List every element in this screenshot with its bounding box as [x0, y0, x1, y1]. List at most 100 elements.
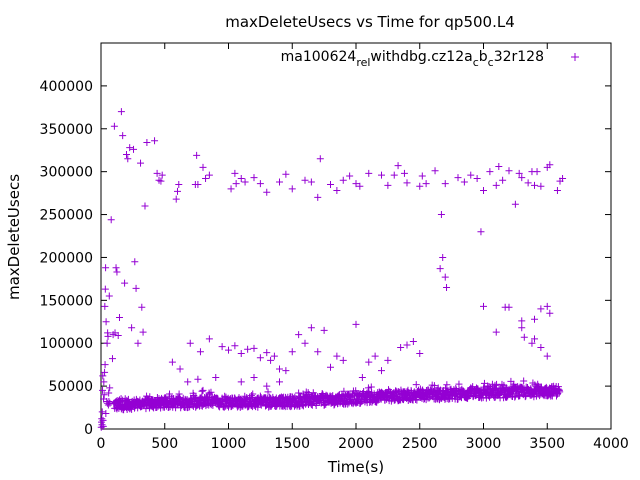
data-point	[264, 388, 272, 396]
data-point	[256, 354, 264, 362]
data-point	[138, 303, 146, 311]
data-point	[553, 187, 561, 195]
data-point	[131, 258, 139, 266]
data-point	[126, 144, 134, 152]
data-point	[505, 303, 513, 311]
data-point	[518, 174, 526, 182]
y-tick-label: 50000	[48, 379, 93, 395]
data-point	[98, 415, 106, 423]
x-tick-label: 2500	[402, 436, 438, 452]
data-point	[312, 402, 320, 410]
data-point	[403, 179, 411, 187]
legend-label-part: withdbg.cz12a	[370, 49, 472, 65]
data-point	[267, 356, 275, 364]
legend-label-part: b	[479, 49, 488, 65]
y-tick-label: 150000	[40, 293, 93, 309]
axes: 0 500 1000 1500 2000 2500 3000 3500 4000 0 50000 10…	[40, 42, 629, 452]
data-point	[143, 139, 151, 147]
data-point	[546, 161, 554, 169]
x-tick-label: 0	[97, 436, 106, 452]
data-point	[365, 358, 373, 366]
data-point	[105, 398, 113, 406]
data-point	[320, 326, 328, 334]
data-point	[151, 137, 159, 145]
data-point	[356, 182, 364, 190]
data-point	[314, 193, 322, 201]
data-point	[218, 343, 226, 351]
data-point	[295, 331, 303, 339]
data-point	[99, 386, 107, 394]
data-points	[97, 108, 567, 431]
data-point	[232, 180, 240, 188]
chart-title: maxDeleteUsecs vs Time for qp500.L4	[225, 13, 515, 31]
data-point	[422, 180, 430, 188]
data-point	[110, 122, 118, 130]
data-point	[263, 382, 271, 390]
data-point	[460, 178, 468, 186]
data-point	[108, 355, 116, 363]
data-point	[176, 365, 184, 373]
data-point	[106, 384, 114, 392]
data-point	[168, 358, 176, 366]
data-point	[352, 320, 360, 328]
legend-label-part: 32r128	[494, 49, 544, 65]
data-point	[99, 422, 107, 430]
x-tick-label: 3000	[466, 436, 502, 452]
data-point	[102, 318, 110, 326]
x-tick-label: 2000	[338, 436, 374, 452]
data-point	[378, 171, 385, 179]
data-point	[141, 202, 149, 210]
data-point	[397, 344, 405, 352]
data-point	[486, 168, 494, 176]
data-point	[112, 264, 120, 272]
data-point	[101, 368, 109, 376]
data-point	[327, 363, 334, 371]
data-point	[543, 302, 551, 310]
data-point	[409, 338, 417, 346]
x-tick-label: 4000	[593, 436, 629, 452]
data-point	[205, 335, 213, 343]
data-point	[439, 253, 447, 261]
data-point	[537, 305, 545, 313]
data-point	[282, 170, 290, 178]
data-point	[198, 387, 206, 395]
y-tick-label: 100000	[40, 336, 93, 352]
data-point	[365, 169, 373, 177]
data-point	[352, 180, 360, 188]
data-point	[205, 171, 213, 179]
data-point	[199, 386, 207, 394]
data-point	[546, 309, 554, 317]
data-point	[495, 163, 503, 171]
data-point	[132, 284, 140, 292]
data-point	[511, 200, 519, 208]
data-point	[250, 374, 258, 382]
data-point	[491, 381, 499, 389]
data-point	[295, 389, 303, 397]
y-tick-label: 0	[84, 422, 93, 438]
data-point	[400, 169, 408, 177]
data-point	[128, 324, 136, 332]
data-point	[556, 388, 564, 396]
data-point	[531, 181, 538, 189]
data-point	[443, 381, 451, 389]
data-point	[104, 332, 112, 340]
data-point	[101, 285, 109, 293]
x-tick-label: 500	[151, 436, 178, 452]
data-point	[155, 176, 163, 184]
data-point	[314, 348, 322, 356]
data-point	[99, 416, 107, 424]
data-point	[202, 175, 210, 183]
data-point	[307, 178, 315, 186]
data-point	[340, 387, 348, 395]
data-point	[237, 350, 245, 358]
data-point	[102, 264, 110, 272]
data-point	[117, 108, 125, 116]
data-point	[194, 375, 202, 383]
data-point	[153, 169, 161, 177]
data-point	[124, 395, 132, 403]
data-point	[263, 349, 271, 357]
data-point	[113, 268, 121, 276]
data-point	[418, 172, 426, 180]
